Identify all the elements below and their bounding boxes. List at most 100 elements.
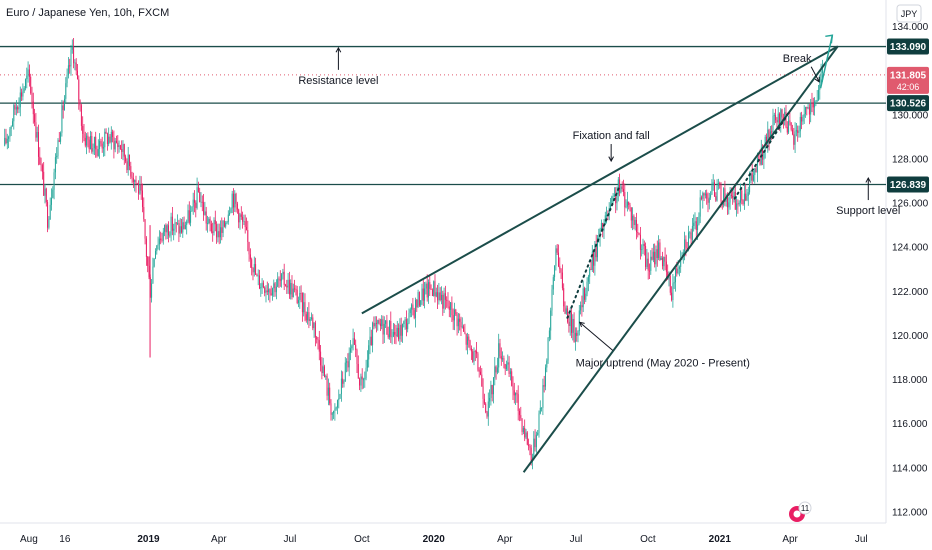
candle-body (790, 122, 792, 130)
annotation-label: Break (783, 53, 812, 65)
candle-body (88, 139, 90, 150)
candle-body (621, 186, 623, 189)
candle-body (128, 154, 130, 167)
candle-body (669, 275, 671, 293)
candle-body (269, 289, 271, 294)
candle-body (108, 136, 110, 144)
candle-body (625, 206, 627, 208)
candle-body (365, 367, 367, 379)
candle-body (364, 378, 366, 380)
candle-body (43, 171, 45, 196)
candle-body (613, 194, 615, 197)
candle-body (468, 336, 470, 341)
candle-body (368, 345, 370, 360)
plot-area[interactable] (0, 0, 886, 523)
candle-body (663, 256, 665, 267)
candle-body (563, 288, 565, 307)
candle-body (161, 240, 163, 241)
candle-body (789, 120, 791, 123)
candle-body (703, 193, 705, 196)
current-price-tag (887, 66, 929, 94)
candle-body (638, 233, 640, 235)
candle-body (684, 239, 686, 252)
candle-body (671, 292, 673, 300)
y-tick-label: 124.000 (892, 243, 929, 254)
candle-body (256, 274, 258, 276)
candle-body (24, 79, 26, 89)
candle-body (102, 147, 104, 149)
candle-body (351, 346, 353, 349)
candle-body (515, 392, 517, 396)
candle-body (14, 105, 16, 110)
candle-body (274, 283, 276, 293)
candle-body (296, 289, 298, 303)
candle-body (472, 351, 474, 362)
candle-body (784, 111, 786, 121)
candle-body (80, 105, 82, 126)
candle-body (542, 385, 544, 408)
candle-body (5, 137, 7, 144)
candle-body (372, 322, 374, 346)
candle-body (240, 214, 242, 217)
candle-body (66, 74, 68, 84)
y-tick-label: 130.000 (892, 110, 929, 121)
candle-body (153, 258, 155, 267)
candle-body (452, 315, 454, 321)
logo-badge[interactable]: 11 (789, 501, 812, 522)
candle-body (292, 288, 294, 298)
candle-body (301, 293, 303, 313)
candle-body (255, 264, 257, 275)
x-tick-label: 2021 (709, 534, 732, 545)
candle-body (414, 299, 416, 318)
candle-body (596, 238, 598, 258)
candle-body (708, 197, 710, 203)
candle-body (396, 327, 398, 337)
candle-body (725, 197, 727, 202)
candle-body (820, 73, 822, 85)
candle-body (664, 256, 666, 262)
candle-body (192, 199, 194, 207)
candle-body (500, 356, 502, 360)
candle-body (481, 374, 483, 387)
candle-body (47, 202, 49, 228)
candle-body (325, 376, 327, 378)
candle-body (405, 319, 407, 330)
candle-body (723, 188, 725, 206)
candle-body (417, 292, 419, 308)
time-axis[interactable]: Aug 16 2019 Apr Jul Oct 2020 Apr Jul Oct 2021 Apr Ju… (20, 534, 868, 545)
candle-body (803, 114, 805, 117)
annotation-label: Resistance level (298, 75, 378, 87)
x-tick-label: Apr (782, 534, 798, 545)
candle-body (34, 114, 36, 123)
candle-body (815, 101, 817, 103)
trendline[interactable] (361, 45, 839, 315)
candle-body (512, 385, 514, 391)
candle-body (317, 339, 319, 341)
candle-body (169, 234, 171, 236)
candle-body (785, 111, 787, 127)
candle-body (322, 366, 324, 374)
candle-body (526, 432, 528, 445)
candle-body (655, 249, 657, 265)
candle-body (304, 302, 306, 315)
candle-body (245, 227, 247, 231)
candle-body (645, 246, 647, 267)
candle-body (152, 266, 154, 284)
candle-body (819, 84, 821, 90)
candle-body (203, 202, 205, 215)
bar-countdown-text: 42:06 (897, 82, 920, 92)
candle-body (624, 192, 626, 208)
price-axis[interactable]: 112.000 114.000 116.000 118.000 120.000 122.0… (892, 22, 929, 518)
currency-button[interactable]: JPY (896, 4, 922, 23)
candle-body (810, 102, 812, 115)
candle-body (30, 76, 32, 94)
y-tick-label: 112.000 (892, 507, 928, 518)
candle-body (56, 155, 58, 158)
candle-body (370, 336, 372, 346)
candle-body (698, 216, 700, 225)
candle-body (360, 376, 362, 386)
candle-body (258, 275, 260, 289)
candle-body (271, 288, 273, 296)
candle-body (177, 223, 179, 224)
